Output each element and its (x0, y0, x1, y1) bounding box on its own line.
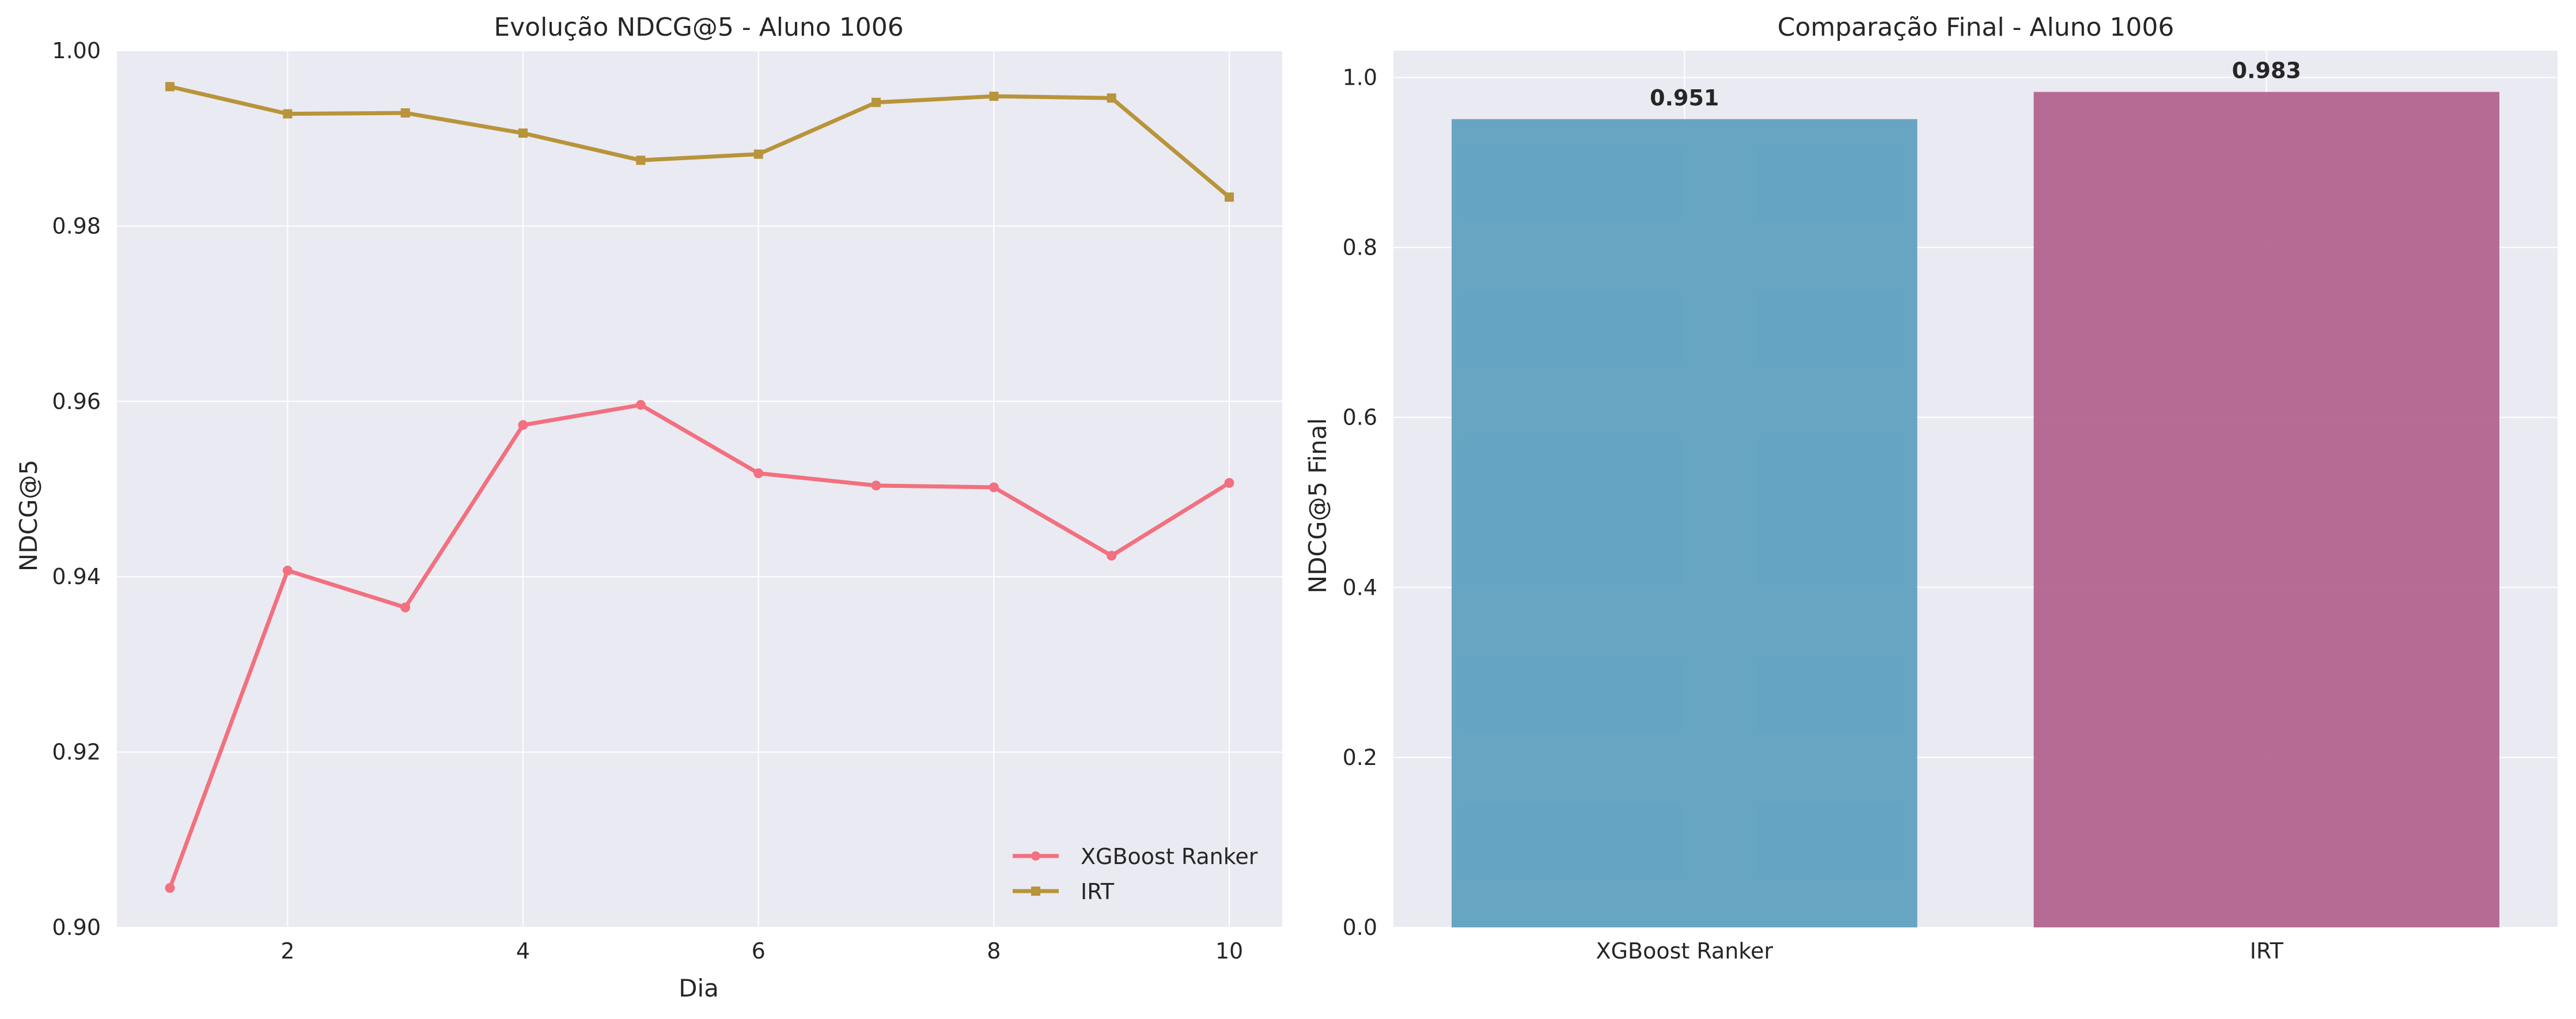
series-line-irt (168, 84, 1232, 199)
x-tick-label: 8 (987, 938, 1001, 964)
series-line-xgboost (168, 403, 1232, 890)
legend-label-irt: IRT (1081, 879, 1115, 904)
data-point-xgboost (400, 602, 411, 612)
bar-value-label-xgboost: 0.951 (1650, 85, 1719, 111)
bar-chart-x-ticks: XGBoost Ranker IRT (1596, 938, 2284, 964)
data-point-irt (753, 149, 763, 159)
legend-marker-irt (1031, 887, 1040, 896)
bar-chart-y-axis-label: NDCG@5 Final (1304, 418, 1332, 594)
y-tick-label: 0.90 (52, 915, 101, 940)
line-chart-legend[interactable]: XGBoost Ranker IRT (1013, 844, 1258, 904)
line-chart-x-axis-label: Dia (679, 974, 719, 1002)
x-tick-label-irt: IRT (2250, 938, 2284, 964)
data-point-irt (989, 92, 999, 101)
bar-irt (2033, 92, 2499, 928)
series-irt (165, 82, 1234, 202)
data-point-irt (283, 109, 293, 119)
data-point-irt (636, 156, 646, 165)
bar-chart-y-ticks: 0.0 0.2 0.4 0.6 0.8 1.0 (1343, 65, 1377, 940)
bar-chart-title: Comparação Final - Aluno 1006 (1778, 13, 2175, 42)
legend-label-xgboost: XGBoost Ranker (1081, 844, 1258, 869)
data-point-irt (872, 97, 881, 107)
data-point-irt (165, 82, 175, 92)
y-tick-label: 0.96 (52, 389, 101, 414)
data-point-irt (1225, 192, 1234, 202)
bar-chart-bars: 0.951 0.983 (1452, 58, 2499, 928)
y-tick-label: 1.00 (52, 38, 101, 63)
bar-xgboost (1452, 119, 1918, 928)
y-tick-label: 0.4 (1343, 575, 1377, 600)
data-point-xgboost (753, 468, 764, 479)
x-tick-label: 2 (281, 938, 294, 964)
x-tick-label: 10 (1215, 938, 1243, 964)
data-point-xgboost (635, 400, 646, 410)
x-tick-label: 6 (752, 938, 766, 964)
line-chart-series (165, 82, 1234, 893)
data-point-xgboost (1107, 551, 1117, 561)
series-xgboost (165, 400, 1234, 893)
line-chart-y-axis-label: NDCG@5 (14, 460, 43, 571)
data-point-xgboost (518, 420, 528, 430)
y-tick-label: 1.0 (1343, 65, 1377, 90)
data-point-irt (518, 128, 528, 138)
line-chart-y-ticks: 0.90 0.92 0.94 0.96 0.98 1.00 (52, 38, 101, 940)
legend-marker-xgboost (1031, 851, 1040, 861)
y-tick-label: 0.98 (52, 213, 101, 238)
legend-entry-xgboost: XGBoost Ranker (1013, 844, 1258, 869)
line-chart-x-ticks: 2 4 6 8 10 (281, 938, 1243, 964)
x-tick-label-xgboost: XGBoost Ranker (1596, 938, 1774, 964)
y-tick-label: 0.6 (1343, 405, 1377, 430)
data-point-xgboost (988, 482, 999, 493)
legend-entry-irt: IRT (1013, 879, 1115, 904)
data-point-xgboost (1224, 478, 1234, 488)
y-tick-label: 0.0 (1343, 915, 1377, 940)
bar-value-label-irt: 0.983 (2232, 58, 2301, 84)
data-point-irt (1107, 93, 1116, 103)
bar-chart: 0.0 0.2 0.4 0.6 0.8 1.0 0.951 0.983 XGBoost Ra… (1304, 13, 2558, 964)
data-point-irt (400, 108, 410, 118)
data-point-xgboost (282, 566, 293, 576)
y-tick-label: 0.94 (52, 564, 101, 589)
y-tick-label: 0.2 (1343, 745, 1377, 770)
line-chart-title: Evolução NDCG@5 - Aluno 1006 (494, 13, 903, 42)
data-point-xgboost (165, 883, 175, 893)
x-tick-label: 4 (516, 938, 530, 964)
data-point-xgboost (871, 480, 881, 491)
line-chart: 0.90 0.92 0.94 0.96 0.98 1.00 2 4 6 8 10 Evolução… (14, 13, 1282, 1002)
line-chart-plot-area (117, 51, 1282, 927)
y-tick-label: 0.92 (52, 740, 101, 765)
y-tick-label: 0.8 (1343, 235, 1377, 260)
